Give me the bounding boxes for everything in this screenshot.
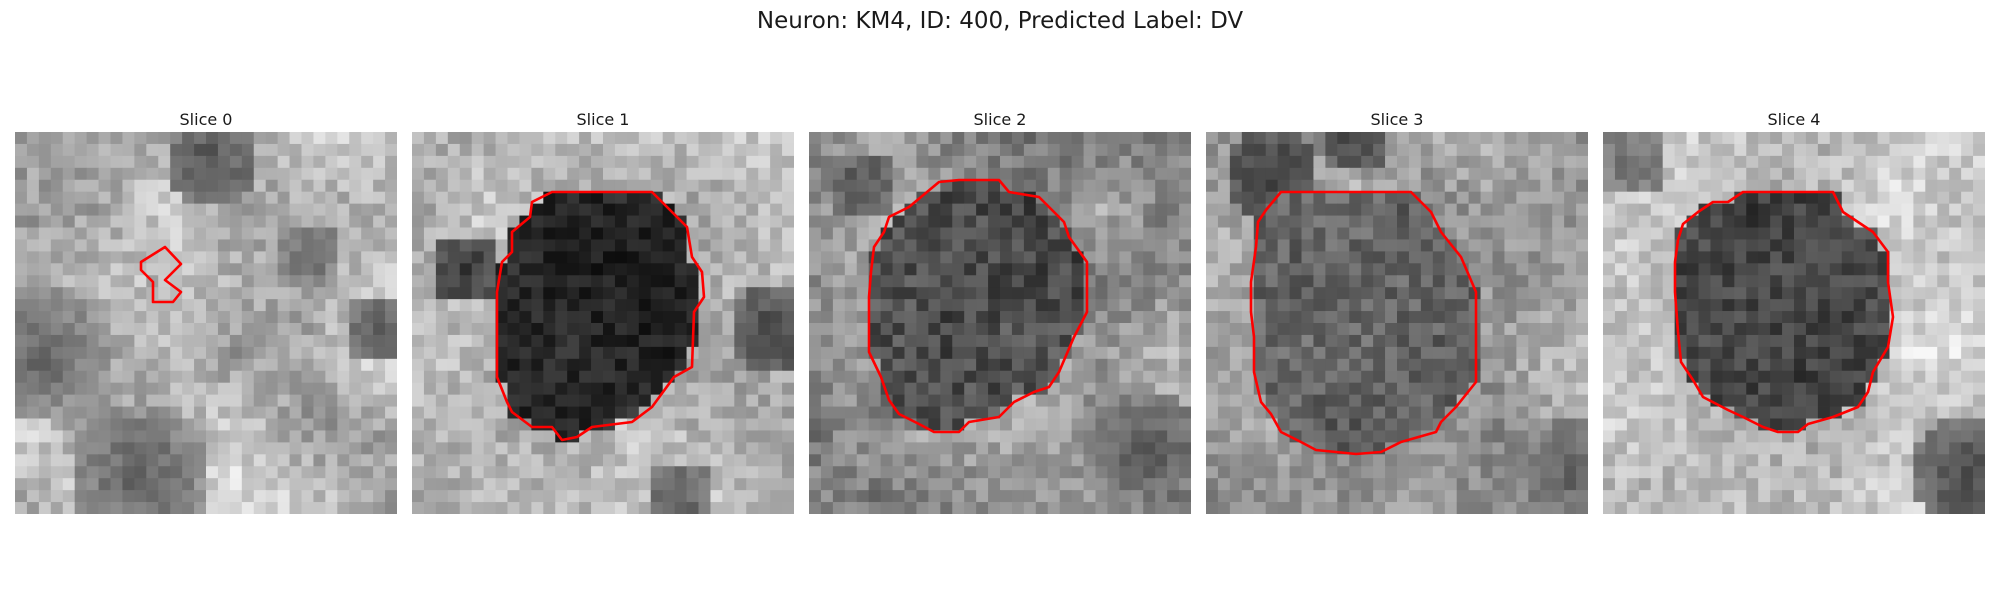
slice-title-1: Slice 1 [576, 110, 630, 129]
slice-title-4: Slice 4 [1767, 110, 1821, 129]
figure-title: Neuron: KM4, ID: 400, Predicted Label: D… [756, 8, 1244, 34]
segmentation-outline-4 [1673, 190, 1895, 434]
segmentation-outline-2 [867, 178, 1089, 434]
slice-panel-0: Slice 0 [15, 108, 397, 514]
segmentation-outline-0 [139, 245, 183, 304]
segmentation-outline-3 [1249, 190, 1478, 456]
slice-image-0 [15, 132, 397, 514]
slice-title-0: Slice 0 [179, 110, 233, 129]
slice-panel-1: Slice 1 [412, 108, 794, 514]
slice-panel-3: Slice 3 [1206, 108, 1588, 514]
slice-panel-2: Slice 2 [809, 108, 1191, 514]
slice-image-2 [809, 132, 1191, 514]
slice-title-3: Slice 3 [1370, 110, 1424, 129]
segmentation-outline-1 [495, 190, 706, 442]
slice-title-2: Slice 2 [973, 110, 1027, 129]
slice-image-1 [412, 132, 794, 514]
slice-image-3 [1206, 132, 1588, 514]
slice-image-4 [1603, 132, 1985, 514]
slice-panel-4: Slice 4 [1603, 108, 1985, 514]
